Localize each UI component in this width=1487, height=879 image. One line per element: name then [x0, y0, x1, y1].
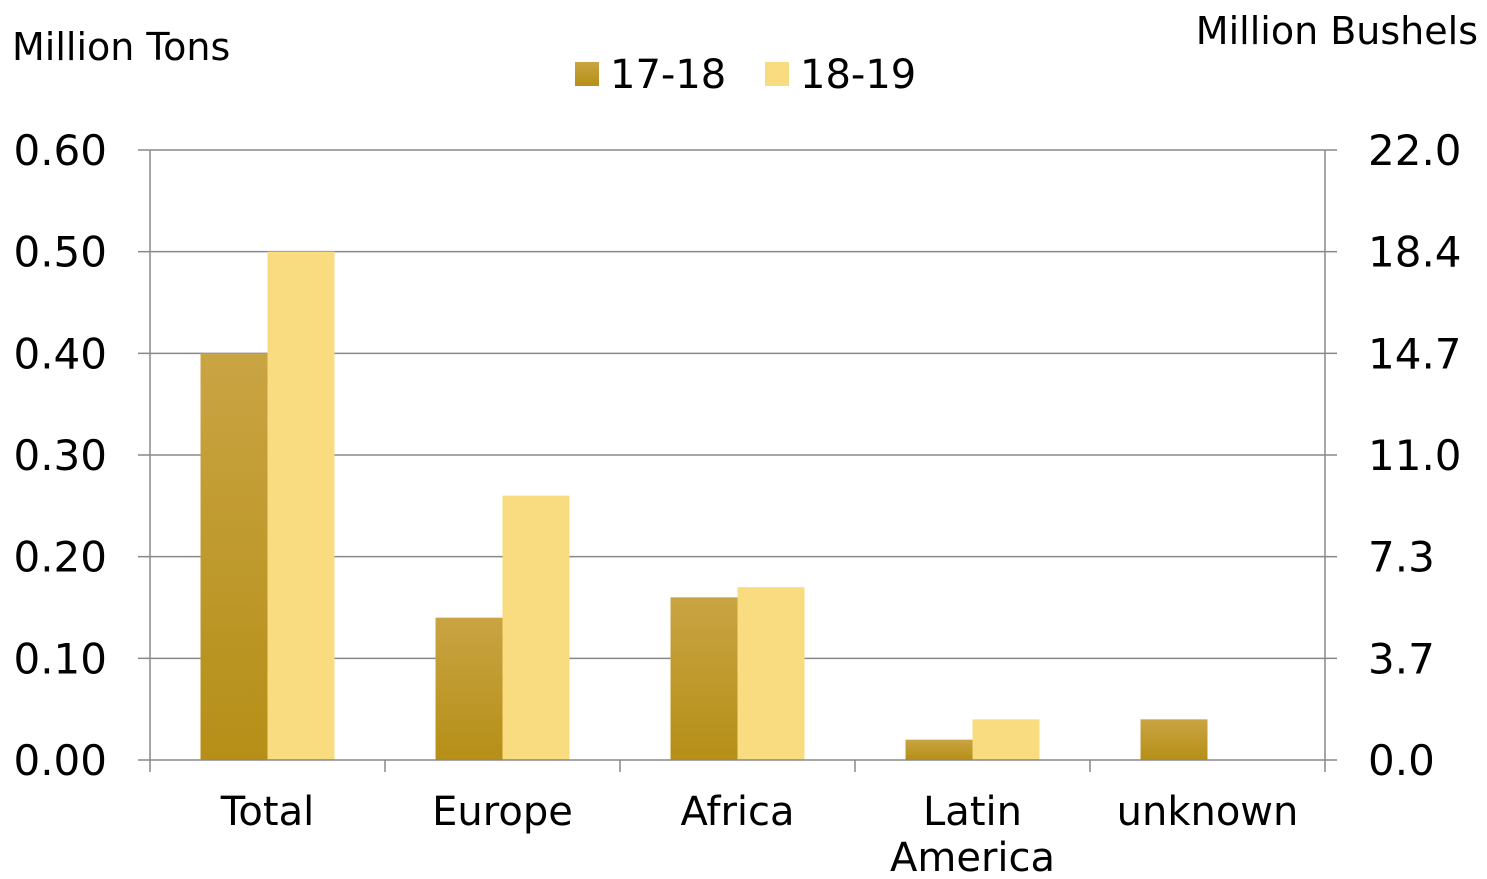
right-tick-label: 0.0 [1368, 736, 1435, 785]
right-tick-label: 11.0 [1368, 431, 1462, 480]
category-label: unknown [1117, 789, 1299, 835]
left-tick-label: 0.60 [13, 126, 107, 175]
bar-18-19 [972, 719, 1040, 760]
right-tick-label: 22.0 [1368, 126, 1462, 175]
left-tick-label: 0.10 [13, 634, 107, 683]
left-axis-title: Million Tons [12, 25, 230, 69]
bar-17-18 [435, 617, 503, 760]
category-label: Latin America [890, 789, 1055, 879]
legend: 17-18 18-19 [575, 52, 916, 98]
left-tick-label: 0.20 [13, 533, 107, 582]
legend-swatch-17-18 [575, 62, 599, 86]
bar-18-19 [502, 495, 570, 760]
legend-swatch-18-19 [765, 62, 789, 86]
right-tick-label: 14.7 [1368, 329, 1462, 378]
category-labels: Total Europe Africa Latin America unknown [220, 789, 1299, 879]
left-tick-label: 0.30 [13, 431, 107, 480]
right-axis-title: Million Bushels [1196, 9, 1478, 53]
category-label: Europe [432, 789, 573, 835]
legend-label-17-18: 17-18 [610, 52, 726, 98]
bar-17-18 [200, 353, 268, 760]
left-tick-label: 0.00 [13, 736, 107, 785]
gridlines [150, 149, 1325, 660]
legend-label-18-19: 18-19 [800, 52, 916, 98]
bars [200, 251, 1208, 760]
category-label: Total [220, 789, 314, 835]
left-tick-label: 0.50 [13, 228, 107, 277]
axes [138, 149, 1337, 772]
bar-17-18 [1140, 719, 1208, 760]
left-tick-label: 0.40 [13, 329, 107, 378]
bar-18-19 [267, 251, 335, 760]
bar-18-19 [737, 587, 805, 760]
right-tick-label: 7.3 [1368, 533, 1435, 582]
category-label: Africa [680, 789, 794, 835]
bar-17-18 [670, 597, 738, 760]
left-axis-ticks: 0.00 0.10 0.20 0.30 0.40 0.50 0.60 [13, 126, 107, 785]
bar-17-18 [905, 739, 973, 760]
right-tick-label: 18.4 [1368, 228, 1462, 277]
right-tick-label: 3.7 [1368, 634, 1435, 683]
right-axis-ticks: 0.0 3.7 7.3 11.0 14.7 18.4 22.0 [1368, 126, 1462, 785]
